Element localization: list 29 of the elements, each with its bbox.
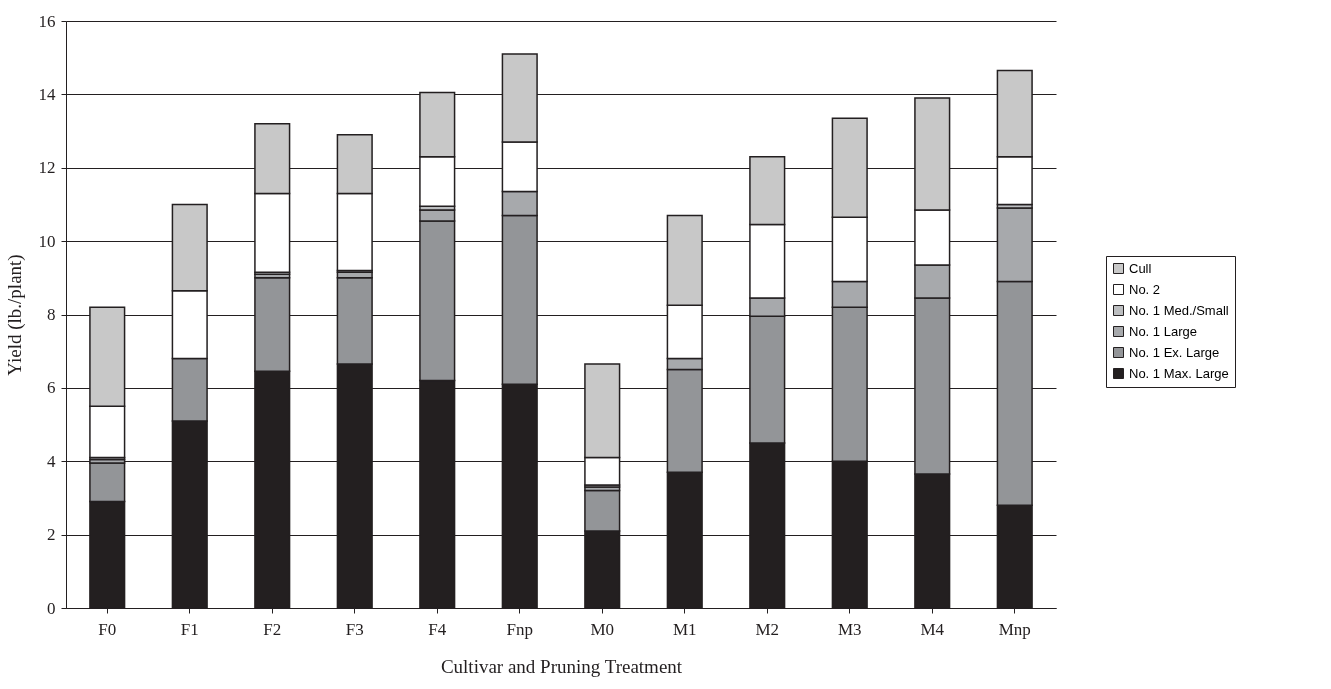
x-tick-label: M3 (837, 619, 862, 639)
y-tick-label: 8 (47, 305, 56, 324)
legend-label: Cull (1129, 260, 1152, 276)
y-tick-label: 6 (47, 378, 56, 398)
x-tick-label: M0 (590, 619, 615, 639)
x-tick-label: F4 (428, 619, 447, 639)
y-tick-label: 4 (47, 451, 56, 471)
x-tick-label: F2 (263, 619, 282, 639)
legend-label: No. 2 (1129, 281, 1161, 297)
x-tick-label: M4 (920, 619, 945, 639)
x-tick-label: Fnp (506, 619, 533, 639)
x-tick-label: F3 (345, 619, 364, 639)
legend-label: No. 1 Ex. Large (1129, 344, 1220, 360)
x-tick-label: F0 (98, 619, 117, 639)
y-tick-label: 16 (38, 11, 56, 31)
y-tick-label: 2 (47, 525, 56, 545)
legend-label: No. 1 Large (1129, 323, 1197, 339)
x-axis-title: Cultivar and Pruning Treatment (440, 655, 683, 677)
x-tick-label: M2 (755, 619, 780, 639)
legend-label: No. 1 Max. Large (1129, 365, 1229, 381)
legend-label: No. 1 Med./Small (1129, 302, 1229, 318)
y-tick-label: 14 (38, 84, 56, 104)
y-tick-label: 10 (38, 231, 56, 251)
x-tick-label: Mnp (998, 619, 1031, 639)
y-tick-label: 12 (38, 158, 56, 178)
y-tick-label: 0 (47, 598, 56, 618)
y-axis-title: Yield (lb./plant) (3, 254, 26, 376)
x-tick-label: F1 (180, 619, 199, 639)
x-tick-label: M1 (672, 619, 697, 639)
